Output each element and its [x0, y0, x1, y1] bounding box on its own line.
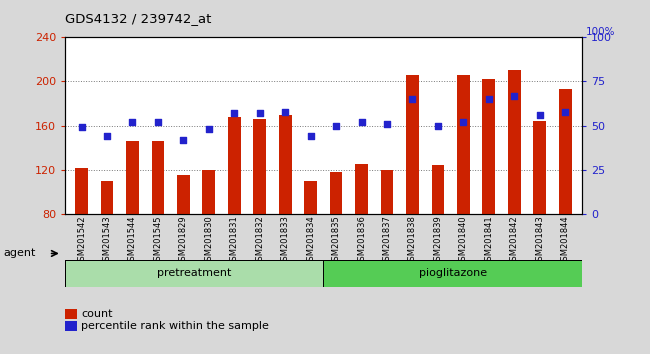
- Text: agent: agent: [3, 249, 36, 258]
- Point: [203, 126, 214, 132]
- Bar: [75, 168, 88, 214]
- Bar: [304, 181, 317, 214]
- Bar: [406, 75, 419, 214]
- Point: [280, 109, 291, 114]
- Point: [560, 109, 571, 114]
- Text: pretreatment: pretreatment: [157, 268, 231, 279]
- Bar: [254, 119, 266, 214]
- Text: 100%: 100%: [586, 27, 616, 37]
- Bar: [457, 75, 470, 214]
- Point: [76, 125, 86, 130]
- Point: [153, 119, 163, 125]
- Point: [306, 133, 316, 139]
- Bar: [330, 172, 343, 214]
- Bar: [151, 141, 164, 214]
- Bar: [534, 121, 546, 214]
- Point: [484, 96, 494, 102]
- Point: [229, 110, 239, 116]
- Point: [408, 96, 418, 102]
- Text: pioglitazone: pioglitazone: [419, 268, 487, 279]
- Bar: [324, 260, 582, 287]
- Bar: [279, 115, 292, 214]
- Point: [458, 119, 469, 125]
- Bar: [228, 117, 240, 214]
- Text: percentile rank within the sample: percentile rank within the sample: [81, 321, 269, 331]
- Bar: [559, 89, 571, 214]
- Bar: [432, 165, 445, 214]
- Point: [178, 137, 188, 143]
- Bar: [482, 79, 495, 214]
- Bar: [177, 176, 190, 214]
- Bar: [355, 164, 368, 214]
- Point: [433, 123, 443, 129]
- Point: [331, 123, 341, 129]
- Text: GDS4132 / 239742_at: GDS4132 / 239742_at: [65, 12, 211, 25]
- Point: [534, 112, 545, 118]
- Bar: [202, 170, 215, 214]
- Bar: [126, 141, 139, 214]
- Point: [127, 119, 138, 125]
- Bar: [101, 181, 113, 214]
- Point: [356, 119, 367, 125]
- Point: [382, 121, 392, 127]
- Bar: [65, 260, 324, 287]
- Bar: [381, 170, 393, 214]
- Point: [102, 133, 112, 139]
- Bar: [508, 70, 521, 214]
- Point: [255, 110, 265, 116]
- Point: [509, 93, 519, 98]
- Text: count: count: [81, 309, 112, 319]
